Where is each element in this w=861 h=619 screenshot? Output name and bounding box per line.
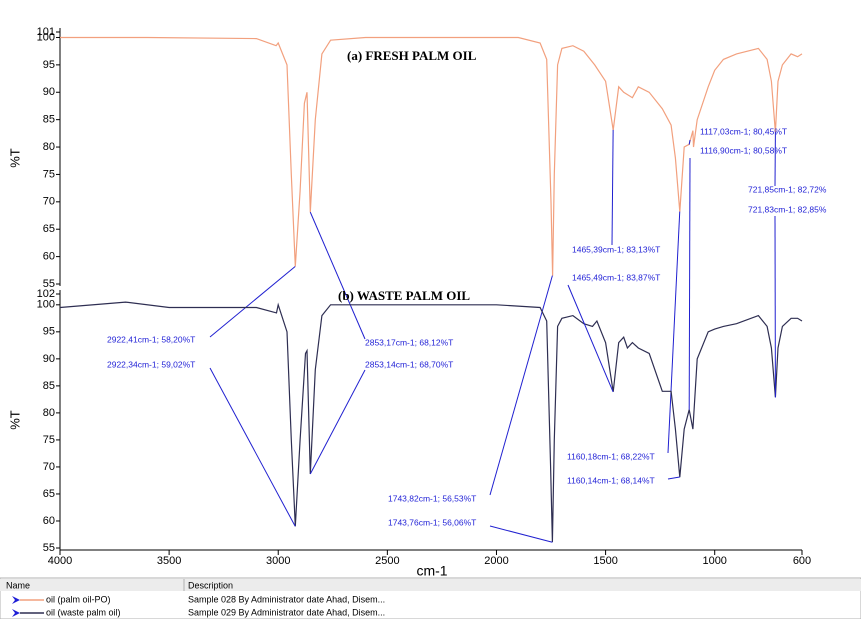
y-tick-label: 80 <box>43 141 55 153</box>
legend-header-description: Description <box>188 580 233 590</box>
annotation-leader <box>209 367 296 527</box>
legend-icon <box>12 596 20 604</box>
annotation-label: 1743,82cm-1; 56,53%T <box>388 493 476 503</box>
y-tick-label: 90 <box>43 86 55 98</box>
annotation-label: 1160,14cm-1; 68,14%T <box>567 475 655 485</box>
y-tick-label: 85 <box>43 114 55 126</box>
annotation-leader <box>688 157 691 410</box>
annotation-label: 1116,90cm-1; 80,58%T <box>700 145 787 155</box>
legend-header-name: Name <box>6 580 30 590</box>
x-axis-label: cm-1 <box>416 563 447 579</box>
annotation-leader <box>667 211 681 454</box>
y-tick-label: 55 <box>43 542 55 554</box>
x-tick-label: 1500 <box>593 555 617 567</box>
annotation-label: 2853,14cm-1; 68,70%T <box>365 359 453 369</box>
y-tick-label: 75 <box>43 168 55 180</box>
legend-name: oil (waste palm oil) <box>46 607 121 617</box>
panel-title: (b) WASTE PALM OIL <box>338 288 470 303</box>
annotation-leader <box>489 525 553 543</box>
x-tick-label: 3000 <box>266 555 290 567</box>
annotation-leader <box>209 266 296 338</box>
y-tick-label: 85 <box>43 380 55 392</box>
y-tick-label: 80 <box>43 407 55 419</box>
y-tick-label: 55 <box>43 278 55 290</box>
annotation-label: 1465,49cm-1; 83,87%T <box>572 272 660 282</box>
y-tick-label: 60 <box>43 251 55 263</box>
y-tick-label: 95 <box>43 59 55 71</box>
annotation-leader <box>688 139 691 145</box>
y-tick-label: 60 <box>43 515 55 527</box>
annotation-leader <box>309 211 366 340</box>
x-tick-label: 600 <box>793 555 811 567</box>
y-tick-label: 100 <box>37 299 55 311</box>
annotation-label: 2853,17cm-1; 68,12%T <box>365 337 453 347</box>
x-tick-label: 1000 <box>702 555 726 567</box>
annotation-leader <box>309 369 366 475</box>
annotation-label: 1743,76cm-1; 56,06%T <box>388 517 476 527</box>
legend-header <box>0 579 861 591</box>
annotation-label: 1160,18cm-1; 68,22%T <box>567 451 655 461</box>
panel-title: (a) FRESH PALM OIL <box>347 48 477 63</box>
spectrum-line <box>60 36 803 276</box>
x-tick-label: 4000 <box>48 555 72 567</box>
annotation-label: 1465,39cm-1; 83,13%T <box>572 244 660 254</box>
annotation-label: 1117,03cm-1; 80,45%T <box>700 126 787 136</box>
annotation-label: 721,83cm-1; 82,85% <box>748 204 827 214</box>
y-tick-label: 65 <box>43 223 55 235</box>
x-tick-label: 2000 <box>484 555 508 567</box>
x-tick-label: 3500 <box>157 555 181 567</box>
legend-description: Sample 029 By Administrator date Ahad, D… <box>188 607 385 617</box>
annotation-label: 2922,41cm-1; 58,20%T <box>107 334 195 344</box>
y-tick-label: 65 <box>43 488 55 500</box>
y-tick-label: 101 <box>37 26 55 38</box>
annotation-leader <box>667 476 680 480</box>
y-tick-label: 90 <box>43 353 55 365</box>
y-tick-label: 70 <box>43 196 55 208</box>
y-tick-label: 95 <box>43 326 55 338</box>
annotation-leader <box>567 284 614 393</box>
annotation-leader <box>611 129 614 246</box>
annotation-label: 721,85cm-1; 82,72% <box>748 184 827 194</box>
y-tick-label: 100 <box>37 31 55 43</box>
plot-background <box>0 0 861 578</box>
legend-description: Sample 028 By Administrator date Ahad, D… <box>188 594 385 604</box>
spectrum-line <box>59 301 803 543</box>
legend-icon <box>12 609 20 617</box>
y-tick-label: 70 <box>43 461 55 473</box>
y-axis-label: %T <box>7 410 22 430</box>
y-tick-label: 102 <box>37 288 55 300</box>
x-tick-label: 2500 <box>375 555 399 567</box>
y-axis-label: %T <box>7 148 22 168</box>
y-tick-label: 75 <box>43 434 55 446</box>
annotation-label: 2922,34cm-1; 59,02%T <box>107 359 195 369</box>
legend-name: oil (palm oil-PO) <box>46 594 111 604</box>
